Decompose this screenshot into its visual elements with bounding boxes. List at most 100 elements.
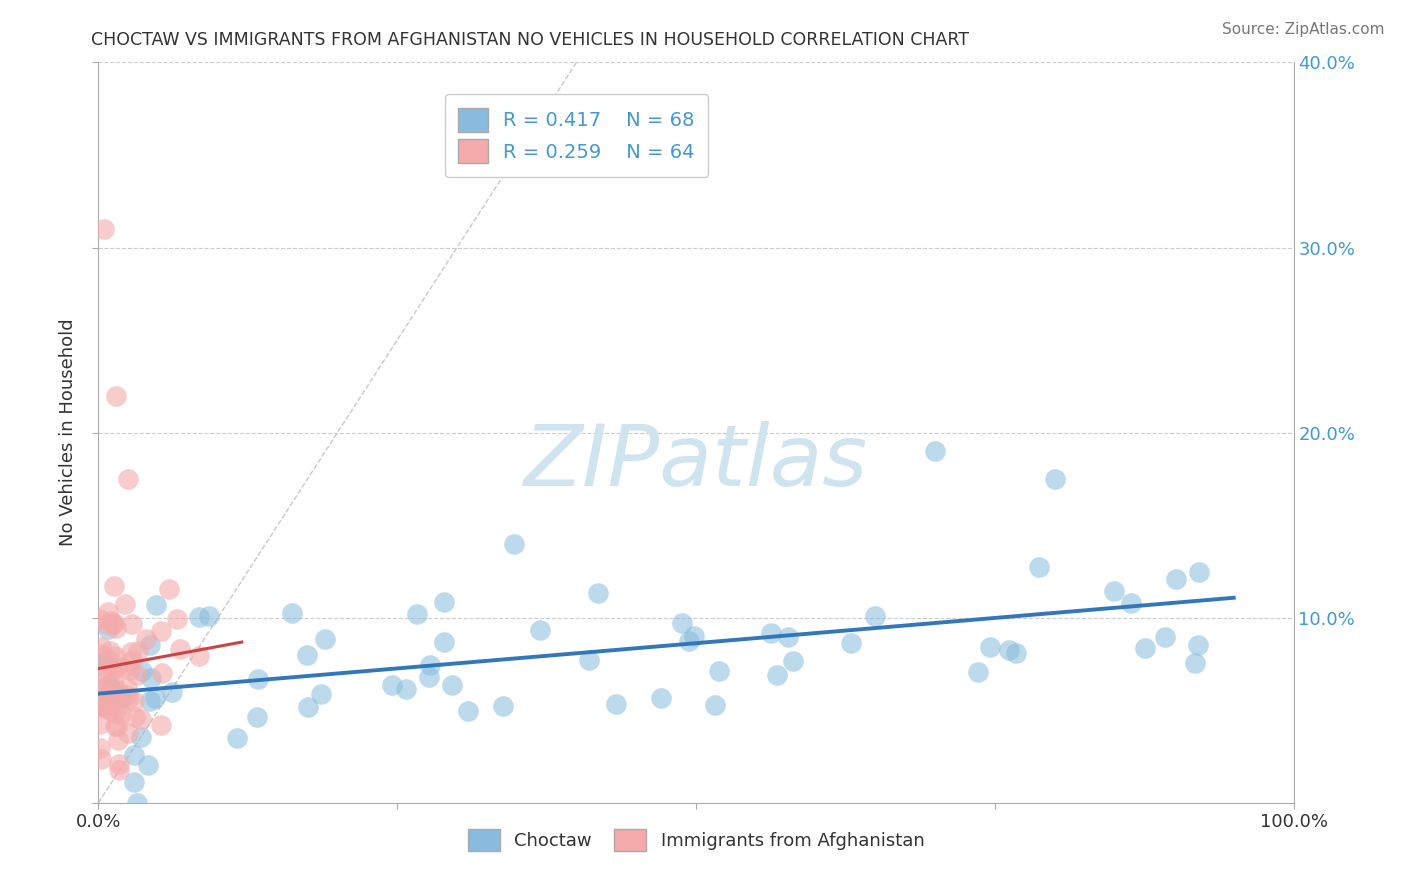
Point xyxy=(441,678,464,692)
Point xyxy=(1043,472,1066,486)
Point xyxy=(1187,639,1209,653)
Point xyxy=(111,660,134,674)
Point xyxy=(492,698,515,713)
Point xyxy=(433,635,456,649)
Point xyxy=(187,648,209,663)
Point xyxy=(93,681,115,695)
Point xyxy=(118,663,141,677)
Point xyxy=(117,472,139,486)
Point xyxy=(529,624,551,638)
Text: CHOCTAW VS IMMIGRANTS FROM AFGHANISTAN NO VEHICLES IN HOUSEHOLD CORRELATION CHAR: CHOCTAW VS IMMIGRANTS FROM AFGHANISTAN N… xyxy=(91,31,969,49)
Point xyxy=(157,582,180,596)
Point xyxy=(89,612,111,626)
Point xyxy=(406,607,429,621)
Point xyxy=(110,706,132,721)
Point xyxy=(139,638,162,652)
Point xyxy=(1133,640,1156,655)
Point xyxy=(122,694,145,708)
Point xyxy=(103,615,125,630)
Point xyxy=(1184,657,1206,671)
Point xyxy=(295,648,318,663)
Point xyxy=(101,673,124,688)
Point xyxy=(87,675,110,690)
Point xyxy=(96,687,118,701)
Point xyxy=(90,699,112,714)
Point xyxy=(1104,583,1126,598)
Point xyxy=(104,649,127,664)
Point xyxy=(683,629,706,643)
Point xyxy=(145,599,167,613)
Point xyxy=(135,632,157,646)
Point xyxy=(125,668,148,682)
Point xyxy=(127,796,149,810)
Point xyxy=(100,657,122,672)
Point xyxy=(314,632,336,646)
Point xyxy=(101,694,124,708)
Point xyxy=(98,677,121,691)
Point xyxy=(578,653,600,667)
Point xyxy=(100,703,122,717)
Point xyxy=(89,752,111,766)
Legend: Choctaw, Immigrants from Afghanistan: Choctaw, Immigrants from Afghanistan xyxy=(458,821,934,861)
Point xyxy=(94,694,117,708)
Point xyxy=(166,612,188,626)
Point xyxy=(129,731,152,745)
Point xyxy=(143,690,166,705)
Point xyxy=(169,641,191,656)
Point xyxy=(150,624,173,639)
Point xyxy=(503,537,526,551)
Text: Source: ZipAtlas.com: Source: ZipAtlas.com xyxy=(1222,22,1385,37)
Point xyxy=(650,690,672,705)
Point xyxy=(703,698,725,713)
Point xyxy=(127,644,149,658)
Point xyxy=(90,640,112,655)
Point xyxy=(1005,646,1028,660)
Point xyxy=(381,678,404,692)
Point xyxy=(433,595,456,609)
Point xyxy=(115,689,138,703)
Point xyxy=(104,706,127,720)
Point xyxy=(100,614,122,628)
Point xyxy=(100,695,122,709)
Point xyxy=(89,657,111,672)
Point xyxy=(979,640,1001,654)
Point xyxy=(108,756,131,771)
Point xyxy=(105,621,128,635)
Point xyxy=(114,597,136,611)
Point xyxy=(105,683,128,698)
Point xyxy=(121,616,143,631)
Point xyxy=(93,698,115,713)
Point xyxy=(97,687,120,701)
Point xyxy=(149,718,172,732)
Point xyxy=(998,643,1021,657)
Point xyxy=(97,606,120,620)
Point xyxy=(96,617,118,632)
Point xyxy=(120,645,142,659)
Point xyxy=(101,664,124,678)
Point xyxy=(100,681,122,696)
Point xyxy=(419,658,441,673)
Point xyxy=(87,698,110,713)
Point xyxy=(1164,573,1187,587)
Point xyxy=(162,685,184,699)
Point xyxy=(97,622,120,636)
Point xyxy=(778,630,800,644)
Point xyxy=(124,709,146,723)
Point xyxy=(117,725,139,739)
Point xyxy=(117,681,139,696)
Point xyxy=(103,718,125,732)
Point xyxy=(418,670,440,684)
Point xyxy=(97,652,120,666)
Point xyxy=(141,671,163,685)
Point xyxy=(107,698,129,713)
Point xyxy=(605,697,627,711)
Point xyxy=(105,718,128,732)
Point xyxy=(395,681,418,696)
Point xyxy=(89,717,111,731)
Point xyxy=(96,701,118,715)
Point xyxy=(782,654,804,668)
Point xyxy=(707,665,730,679)
Point xyxy=(671,615,693,630)
Point xyxy=(117,691,139,706)
Y-axis label: No Vehicles in Household: No Vehicles in Household xyxy=(59,318,77,547)
